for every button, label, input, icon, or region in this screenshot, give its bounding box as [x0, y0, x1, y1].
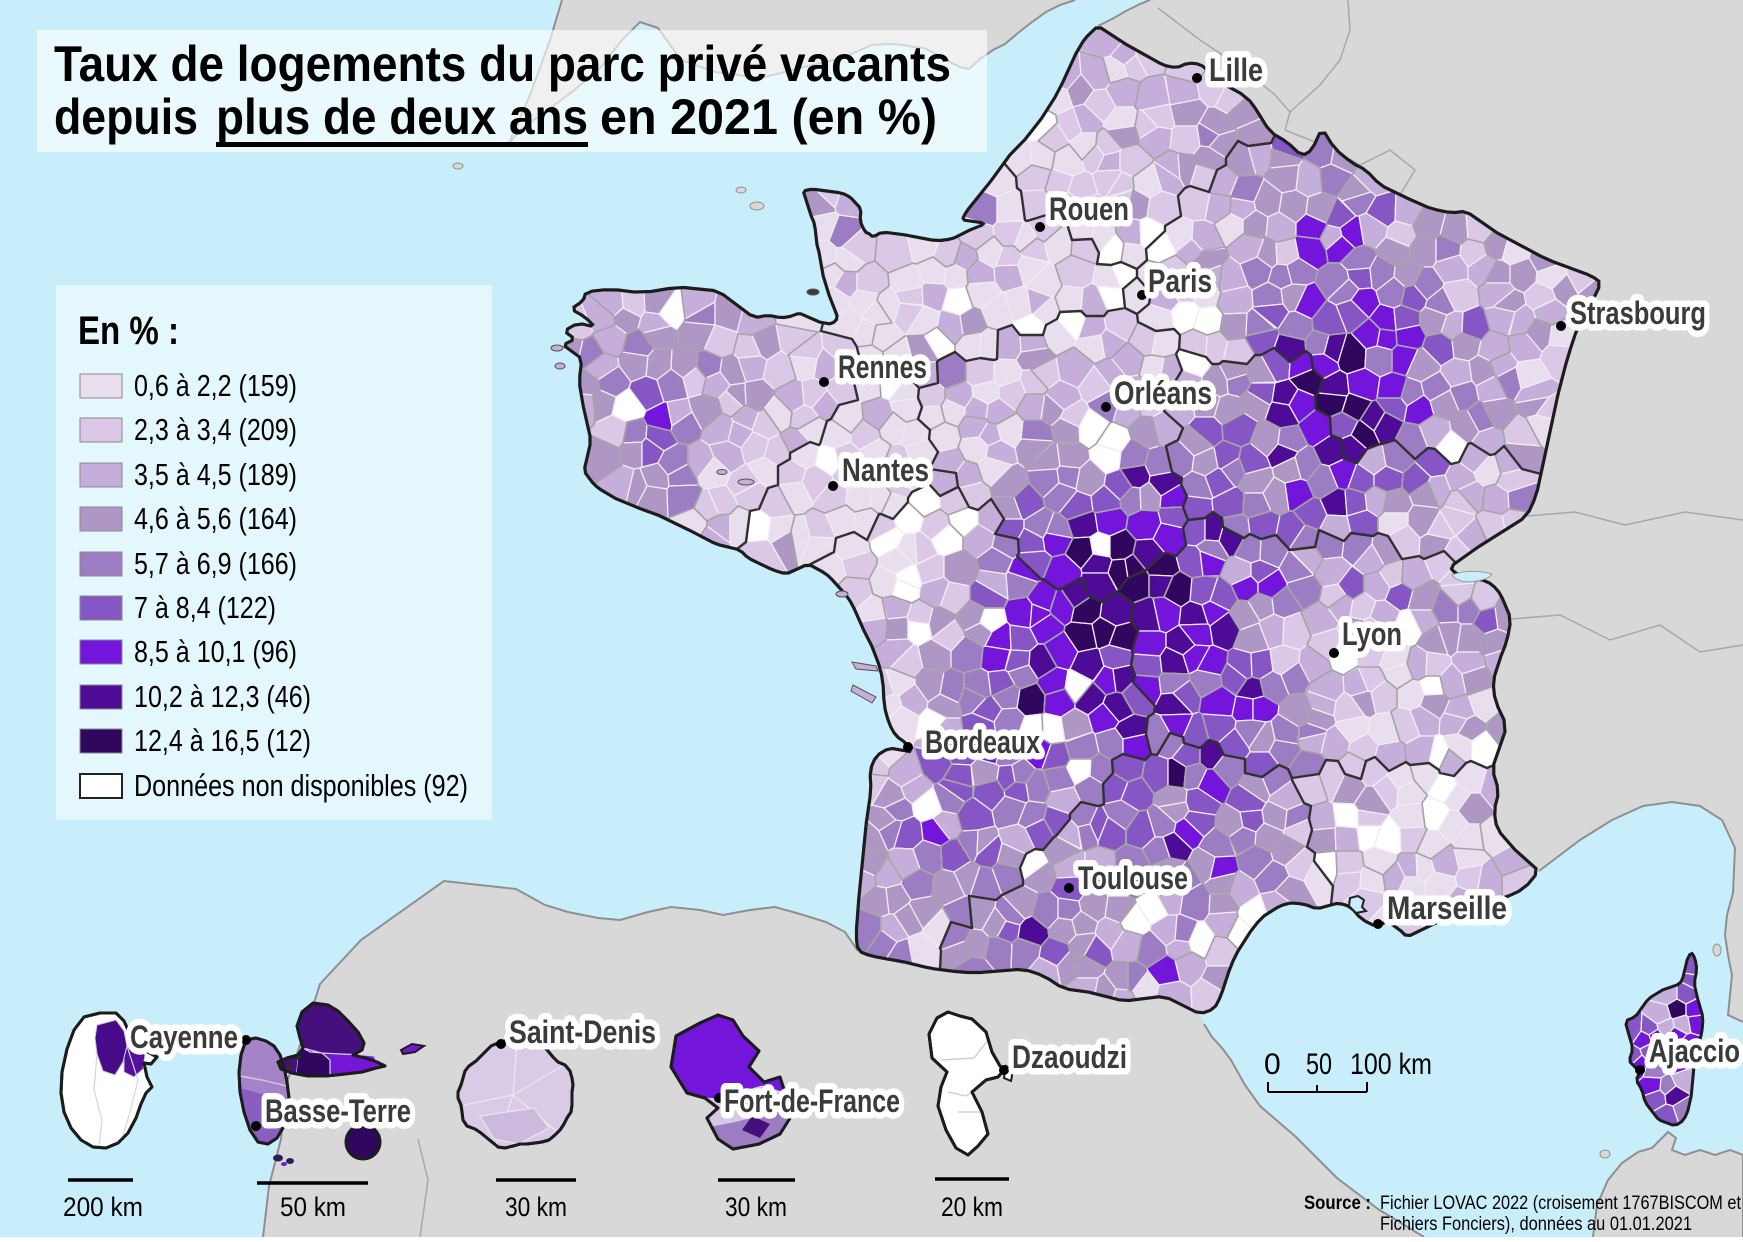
svg-text:Données non disponibles (92): Données non disponibles (92)	[134, 768, 468, 803]
svg-text:Taux de logements du parc priv: Taux de logements du parc privé vacants	[54, 36, 951, 92]
svg-text:20 km: 20 km	[941, 1192, 1003, 1222]
svg-text:Marseille: Marseille	[1387, 890, 1507, 926]
svg-text:depuis: depuis	[54, 89, 198, 145]
svg-text:Lille: Lille	[1209, 52, 1263, 88]
svg-text:En % :: En % :	[78, 309, 179, 353]
svg-text:0: 0	[1264, 1048, 1281, 1081]
svg-text:Fichiers Fonciers), données au: Fichiers Fonciers), données au 01.01.202…	[1380, 1214, 1692, 1235]
svg-text:Strasbourg: Strasbourg	[1570, 295, 1706, 331]
svg-text:10,2 à 12,3 (46): 10,2 à 12,3 (46)	[134, 679, 311, 714]
svg-text:Fichier LOVAC 2022 (croisement: Fichier LOVAC 2022 (croisement 1767BISCO…	[1380, 1193, 1742, 1214]
svg-text:Cayenne: Cayenne	[130, 1019, 238, 1055]
svg-text:30 km: 30 km	[505, 1192, 567, 1222]
svg-text:Saint-Denis: Saint-Denis	[509, 1014, 656, 1050]
svg-text:en 2021 (en %): en 2021 (en %)	[600, 89, 937, 145]
svg-text:100 km: 100 km	[1350, 1048, 1432, 1081]
svg-text:Fort-de-France: Fort-de-France	[724, 1083, 900, 1119]
svg-text:Bordeaux: Bordeaux	[925, 724, 1040, 760]
svg-text:200 km: 200 km	[63, 1192, 143, 1222]
svg-text:0,6 à 2,2 (159): 0,6 à 2,2 (159)	[134, 368, 297, 403]
svg-text:Nantes: Nantes	[842, 452, 929, 488]
svg-text:30 km: 30 km	[725, 1192, 787, 1222]
svg-text:7 à 8,4 (122): 7 à 8,4 (122)	[134, 590, 276, 625]
svg-text:Orléans: Orléans	[1114, 375, 1212, 411]
svg-text:Dzaoudzi: Dzaoudzi	[1012, 1039, 1127, 1075]
svg-text:3,5 à 4,5 (189): 3,5 à 4,5 (189)	[134, 457, 297, 492]
svg-text:50 km: 50 km	[280, 1192, 346, 1222]
svg-text:Rennes: Rennes	[838, 349, 927, 385]
svg-text:Source :: Source :	[1304, 1193, 1371, 1214]
svg-text:plus de deux ans: plus de deux ans	[216, 89, 588, 145]
svg-text:8,5 à 10,1 (96): 8,5 à 10,1 (96)	[134, 634, 297, 669]
svg-text:Paris: Paris	[1148, 263, 1212, 299]
svg-text:Ajaccio: Ajaccio	[1649, 1033, 1740, 1069]
svg-text:12,4 à 16,5 (12): 12,4 à 16,5 (12)	[134, 723, 311, 758]
svg-text:Lyon: Lyon	[1342, 616, 1402, 652]
svg-text:Rouen: Rouen	[1049, 191, 1129, 227]
svg-text:Toulouse: Toulouse	[1078, 860, 1188, 896]
svg-text:5,7 à 6,9 (166): 5,7 à 6,9 (166)	[134, 546, 297, 581]
svg-text:Basse-Terre: Basse-Terre	[265, 1093, 411, 1129]
svg-text:50: 50	[1306, 1048, 1332, 1081]
svg-text:2,3 à 3,4 (209): 2,3 à 3,4 (209)	[134, 412, 297, 447]
svg-text:4,6 à 5,6 (164): 4,6 à 5,6 (164)	[134, 501, 297, 536]
